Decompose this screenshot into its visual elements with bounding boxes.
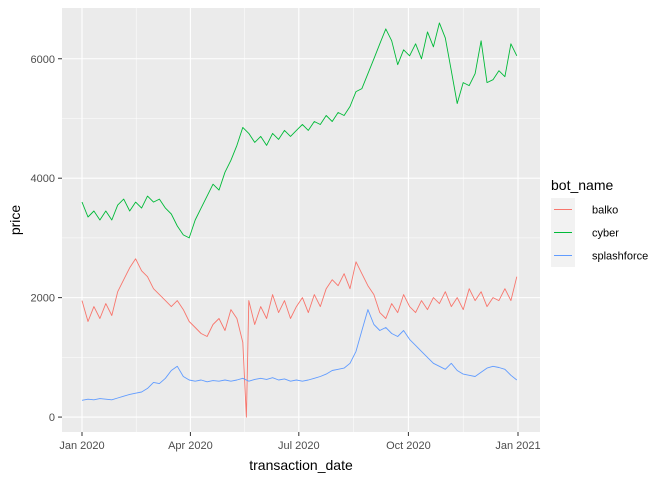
minor-gridlines — [62, 8, 540, 432]
x-tick-label: Jan 2021 — [495, 440, 540, 452]
x-tick-label: Oct 2020 — [386, 440, 431, 452]
y-axis-title: price — [7, 205, 23, 236]
series-line-cyber — [81, 22, 518, 239]
x-tick-label: Jul 2020 — [278, 440, 320, 452]
series-line-balko — [81, 258, 518, 418]
legend-label-cyber: cyber — [592, 228, 619, 240]
y-tick-label: 0 — [49, 412, 55, 424]
series-lines — [81, 22, 518, 418]
x-tick-label: Apr 2020 — [168, 440, 213, 452]
y-tick-label: 2000 — [31, 293, 55, 305]
plot-panel — [62, 8, 540, 432]
x-axis-title: transaction_date — [249, 457, 353, 473]
legend-label-splashforce: splashforce — [592, 251, 648, 263]
x-axis-ticks: Jan 2020 Apr 2020 Jul 2020 Oct 2020 Jan 2021 — [59, 432, 541, 452]
legend-label-balko: balko — [592, 205, 618, 217]
series-line-splashforce — [81, 309, 518, 401]
major-gridlines — [62, 8, 540, 432]
legend-title: bot_name — [551, 177, 613, 193]
legend: bot_name balko cyber splashforce — [551, 177, 648, 267]
y-axis-ticks: 0 2000 4000 6000 — [31, 54, 62, 424]
y-tick-label: 4000 — [31, 173, 55, 185]
y-tick-label: 6000 — [31, 54, 55, 66]
x-tick-label: Jan 2020 — [59, 440, 104, 452]
